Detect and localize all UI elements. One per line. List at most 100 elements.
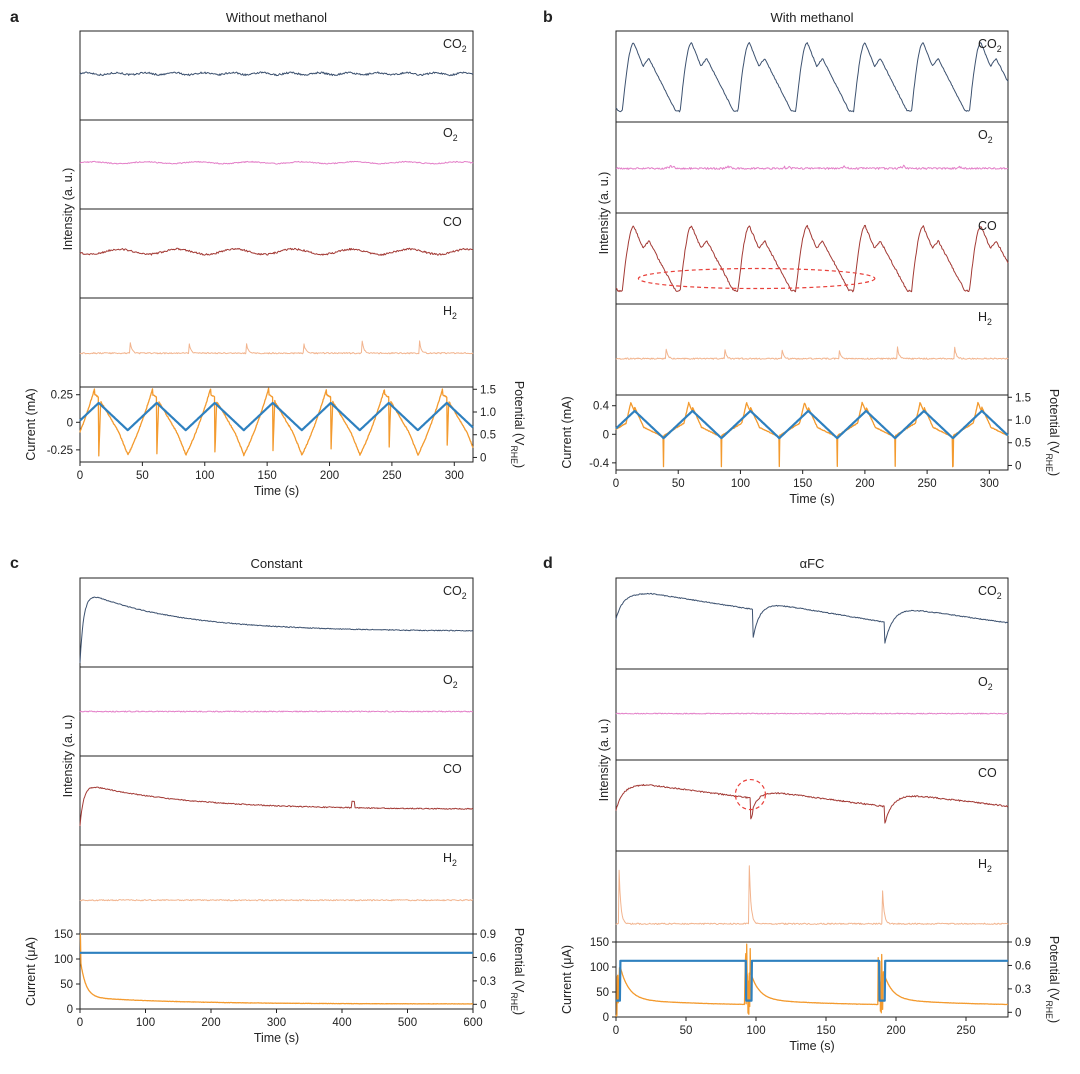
potential-tick-label: 0.9 <box>480 929 496 941</box>
potential-axis-label: Potential (VRHE) <box>509 928 526 1015</box>
panel-label: a <box>10 9 19 26</box>
x-tick-label: 250 <box>918 478 937 490</box>
gas-label: CO <box>978 219 997 233</box>
x-tick-label: 100 <box>195 470 214 482</box>
x-axis-label: Time (s) <box>789 492 834 506</box>
panel-title: Without methanol <box>226 10 327 25</box>
plot-frame <box>79 30 474 463</box>
x-tick-label: 250 <box>382 470 401 482</box>
gas-trace-co <box>79 247 474 256</box>
x-tick-label: 50 <box>672 478 685 490</box>
intensity-axis-label: Intensity (a. u.) <box>597 172 611 255</box>
x-tick-label: 200 <box>886 1025 905 1037</box>
x-tick-label: 400 <box>332 1017 351 1029</box>
current-tick-label: 50 <box>60 979 73 991</box>
x-tick-label: 0 <box>613 1025 619 1037</box>
x-axis-label: Time (s) <box>254 484 299 498</box>
potential-tick-label: 0 <box>480 999 486 1011</box>
gas-trace-h2 <box>615 346 1009 360</box>
gas-label: CO2 <box>443 37 467 54</box>
potential-tick-label: 0.5 <box>480 430 496 442</box>
current-tick-label: 50 <box>596 987 609 999</box>
gas-trace-o2 <box>615 164 1009 170</box>
potential-tick-label: 0.3 <box>1015 984 1031 996</box>
x-axis-label: Time (s) <box>254 1031 299 1045</box>
x-tick-label: 300 <box>445 470 464 482</box>
gas-trace-o2 <box>79 160 474 165</box>
gas-label: CO <box>443 762 462 776</box>
current-axis-label: Current (mA) <box>560 396 574 468</box>
gas-trace-h2 <box>615 865 1009 925</box>
panel-label: d <box>543 555 553 572</box>
x-tick-label: 50 <box>136 470 149 482</box>
x-tick-label: 500 <box>398 1017 417 1029</box>
potential-trace <box>79 401 474 432</box>
gas-label: O2 <box>978 675 993 692</box>
gas-trace-o2 <box>79 710 473 713</box>
gas-label: CO <box>443 215 462 229</box>
panel-a: a Without methanol Intensity (a. u.) CO2 O2 C… <box>10 9 526 498</box>
current-tick-label: -0.25 <box>47 445 73 457</box>
gas-trace-co <box>615 224 1009 293</box>
panel-label: b <box>543 9 553 26</box>
gas-label: H2 <box>978 310 992 327</box>
potential-tick-label: 0.6 <box>1015 960 1031 972</box>
intensity-axis-label: Intensity (a. u.) <box>61 168 75 251</box>
x-tick-label: 200 <box>201 1017 220 1029</box>
intensity-axis-label: Intensity (a. u.) <box>597 719 611 802</box>
annotation-ellipse <box>637 267 876 290</box>
potential-tick-label: 0 <box>480 452 486 464</box>
potential-trace <box>615 959 1009 1002</box>
annotation-circle <box>734 778 767 811</box>
gas-trace-co2 <box>79 596 474 664</box>
gas-label: CO2 <box>978 37 1002 54</box>
gas-label: CO <box>978 766 997 780</box>
potential-tick-label: 0 <box>1015 1007 1021 1019</box>
current-axis-label: Current (μA) <box>560 945 574 1014</box>
current-tick-label: 100 <box>54 954 73 966</box>
current-tick-label: 0.4 <box>593 401 610 413</box>
panel-title: αFC <box>800 556 825 571</box>
gas-trace-co2 <box>615 42 1009 113</box>
potential-tick-label: 0.5 <box>1015 438 1031 450</box>
panel-c: c Constant Intensity (a. u.) CO2 O2 CO H2 150 10… <box>10 555 526 1045</box>
x-tick-label: 200 <box>855 478 874 490</box>
gas-trace-o2 <box>615 712 1009 715</box>
x-tick-label: 100 <box>746 1025 765 1037</box>
potential-tick-label: 0 <box>1015 460 1021 472</box>
potential-tick-label: 0.6 <box>480 952 496 964</box>
gas-label: O2 <box>443 126 458 143</box>
current-trace <box>615 943 1009 1017</box>
plot-frame <box>615 30 1009 471</box>
x-tick-label: 150 <box>793 478 812 490</box>
gas-label: O2 <box>978 128 993 145</box>
potential-tick-label: 1.0 <box>480 407 496 419</box>
gas-label: H2 <box>443 304 457 321</box>
gas-label: O2 <box>443 673 458 690</box>
gas-trace-co <box>615 783 1009 824</box>
current-tick-label: 0 <box>603 429 609 441</box>
gas-label: CO2 <box>443 584 467 601</box>
gas-label: H2 <box>978 857 992 874</box>
gas-trace-co2 <box>615 592 1009 644</box>
potential-tick-label: 0.9 <box>1015 937 1031 949</box>
x-axis-label: Time (s) <box>789 1039 834 1053</box>
x-tick-label: 200 <box>320 470 339 482</box>
current-axis-label: Current (μA) <box>24 937 38 1006</box>
x-tick-label: 150 <box>258 470 277 482</box>
current-tick-label: 0.25 <box>51 390 73 402</box>
x-tick-label: 100 <box>731 478 750 490</box>
potential-axis-label: Potential (VRHE) <box>509 381 526 468</box>
panel-label: c <box>10 555 19 572</box>
gas-label: H2 <box>443 851 457 868</box>
x-tick-label: 150 <box>816 1025 835 1037</box>
plot-frame <box>79 577 474 1010</box>
panel-d: d αFC Intensity (a. u.) CO2 O2 CO H2 150 100 50 0 C… <box>543 555 1061 1053</box>
current-tick-label: 150 <box>590 937 609 949</box>
gas-trace-h2 <box>79 899 474 902</box>
x-tick-label: 250 <box>956 1025 975 1037</box>
current-trace <box>79 933 474 1005</box>
x-tick-label: 0 <box>77 470 83 482</box>
current-axis-label: Current (mA) <box>24 388 38 460</box>
panel-title: With methanol <box>770 10 853 25</box>
